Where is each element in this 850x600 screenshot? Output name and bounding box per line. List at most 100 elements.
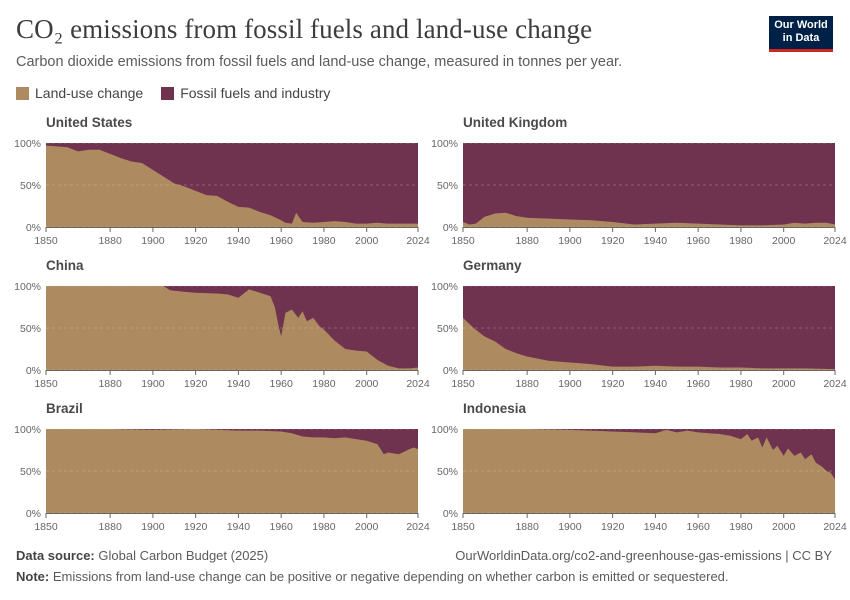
legend-swatch-fossil bbox=[161, 86, 175, 100]
x-tick-united-states-1850: 1850 bbox=[34, 235, 58, 247]
x-tick-united-states-1920: 1920 bbox=[184, 235, 208, 247]
x-tick-united-states-1940: 1940 bbox=[227, 235, 251, 247]
panel-brazil: Brazil 0% 50% 100% 1850 1880 1900 1920 1940 1960 1… bbox=[14, 401, 430, 533]
x-tick-united-states-1980: 1980 bbox=[312, 235, 336, 247]
y-tick-united-states-0: 0% bbox=[26, 222, 41, 234]
x-tick-brazil-2024: 2024 bbox=[406, 521, 430, 533]
area-land-use-united-kingdom bbox=[463, 212, 835, 227]
area-land-use-united-states bbox=[46, 145, 418, 227]
x-tick-indonesia-1900: 1900 bbox=[558, 521, 582, 533]
x-tick-germany-2024: 2024 bbox=[823, 378, 847, 390]
x-tick-united-kingdom-1940: 1940 bbox=[644, 235, 668, 247]
panel-title-united-kingdom: United Kingdom bbox=[463, 115, 567, 130]
x-tick-indonesia-1850: 1850 bbox=[451, 521, 475, 533]
x-tick-united-kingdom-1920: 1920 bbox=[601, 235, 625, 247]
x-tick-brazil-1920: 1920 bbox=[184, 521, 208, 533]
x-tick-germany-1880: 1880 bbox=[515, 378, 539, 390]
logo-line-1: Our World bbox=[774, 19, 828, 31]
x-tick-united-states-1880: 1880 bbox=[98, 235, 122, 247]
x-tick-china-2000: 2000 bbox=[355, 378, 379, 390]
x-tick-united-states-2000: 2000 bbox=[355, 235, 379, 247]
x-tick-united-kingdom-1960: 1960 bbox=[686, 235, 710, 247]
x-tick-united-kingdom-1850: 1850 bbox=[451, 235, 475, 247]
y-tick-china-100: 100% bbox=[14, 281, 41, 293]
panel-title-germany: Germany bbox=[463, 258, 522, 273]
x-tick-united-kingdom-1980: 1980 bbox=[729, 235, 753, 247]
y-tick-china-50: 50% bbox=[20, 323, 41, 335]
footnote: Note: Emissions from land-use change can… bbox=[16, 569, 729, 584]
x-tick-indonesia-1960: 1960 bbox=[686, 521, 710, 533]
x-tick-united-kingdom-2024: 2024 bbox=[823, 235, 847, 247]
legend: Land-use change Fossil fuels and industr… bbox=[16, 85, 348, 101]
y-tick-united-states-50: 50% bbox=[20, 180, 41, 192]
x-tick-china-2024: 2024 bbox=[406, 378, 430, 390]
legend-item-fossil[interactable]: Fossil fuels and industry bbox=[161, 85, 330, 101]
panel-united-kingdom: United Kingdom 0% 50% 100% 1850 1880 1900 1920 1… bbox=[431, 115, 847, 247]
y-tick-united-states-100: 100% bbox=[14, 138, 41, 150]
panel-germany: Germany 0% 50% 100% 1850 1880 1900 1920 1940 1960… bbox=[431, 258, 847, 390]
x-tick-china-1960: 1960 bbox=[269, 378, 293, 390]
x-tick-united-kingdom-1900: 1900 bbox=[558, 235, 582, 247]
note-text: Emissions from land-use change can be po… bbox=[52, 569, 729, 584]
x-tick-united-states-2024: 2024 bbox=[406, 235, 430, 247]
y-tick-brazil-100: 100% bbox=[14, 424, 41, 436]
x-tick-germany-1920: 1920 bbox=[601, 378, 625, 390]
x-tick-brazil-1850: 1850 bbox=[34, 521, 58, 533]
legend-item-land-use[interactable]: Land-use change bbox=[16, 85, 143, 101]
source-url[interactable]: OurWorldinData.org/co2-and-greenhouse-ga… bbox=[455, 548, 832, 563]
x-tick-brazil-1940: 1940 bbox=[227, 521, 251, 533]
x-tick-united-kingdom-2000: 2000 bbox=[772, 235, 796, 247]
y-tick-china-0: 0% bbox=[26, 365, 41, 377]
y-tick-united-kingdom-0: 0% bbox=[443, 222, 458, 234]
x-tick-brazil-1880: 1880 bbox=[98, 521, 122, 533]
data-source: Data source: Global Carbon Budget (2025) bbox=[16, 548, 268, 563]
logo-line-2: in Data bbox=[782, 32, 820, 44]
x-tick-china-1880: 1880 bbox=[98, 378, 122, 390]
x-tick-germany-1850: 1850 bbox=[451, 378, 475, 390]
y-tick-indonesia-50: 50% bbox=[437, 466, 458, 478]
panel-title-brazil: Brazil bbox=[46, 401, 83, 416]
y-tick-indonesia-0: 0% bbox=[443, 508, 458, 520]
x-tick-china-1850: 1850 bbox=[34, 378, 58, 390]
x-tick-china-1920: 1920 bbox=[184, 378, 208, 390]
owid-logo[interactable]: Our World in Data bbox=[769, 16, 833, 52]
legend-label-land-use: Land-use change bbox=[35, 85, 144, 101]
area-fossil-united-kingdom bbox=[463, 143, 835, 227]
panel-title-indonesia: Indonesia bbox=[463, 401, 527, 416]
legend-swatch-land-use bbox=[16, 86, 29, 100]
x-tick-germany-1960: 1960 bbox=[686, 378, 710, 390]
panel-united-states: United States 0% 50% 100% 1850 1880 1900 1920 19… bbox=[14, 115, 430, 247]
y-tick-brazil-0: 0% bbox=[26, 508, 41, 520]
x-tick-indonesia-1940: 1940 bbox=[644, 521, 668, 533]
x-tick-china-1980: 1980 bbox=[312, 378, 336, 390]
x-tick-china-1940: 1940 bbox=[227, 378, 251, 390]
x-tick-germany-1900: 1900 bbox=[558, 378, 582, 390]
x-tick-indonesia-1880: 1880 bbox=[515, 521, 539, 533]
y-tick-germany-50: 50% bbox=[437, 323, 458, 335]
panel-indonesia: Indonesia 0% 50% 100% 1850 1880 1900 1920 1940 19… bbox=[431, 401, 847, 533]
x-tick-brazil-1900: 1900 bbox=[141, 521, 165, 533]
area-land-use-brazil bbox=[46, 429, 418, 513]
legend-label-fossil: Fossil fuels and industry bbox=[180, 85, 331, 101]
area-land-use-germany bbox=[463, 317, 835, 370]
x-tick-germany-1980: 1980 bbox=[729, 378, 753, 390]
x-tick-germany-2000: 2000 bbox=[772, 378, 796, 390]
x-tick-indonesia-1920: 1920 bbox=[601, 521, 625, 533]
x-tick-brazil-1980: 1980 bbox=[312, 521, 336, 533]
data-source-label: Data source: bbox=[16, 548, 95, 563]
area-land-use-china bbox=[46, 286, 418, 370]
x-tick-united-states-1960: 1960 bbox=[269, 235, 293, 247]
x-tick-germany-1940: 1940 bbox=[644, 378, 668, 390]
x-tick-china-1900: 1900 bbox=[141, 378, 165, 390]
data-source-value[interactable]: Global Carbon Budget (2025) bbox=[98, 548, 269, 563]
x-tick-brazil-1960: 1960 bbox=[269, 521, 293, 533]
x-tick-indonesia-1980: 1980 bbox=[729, 521, 753, 533]
panel-title-united-states: United States bbox=[46, 115, 132, 130]
y-tick-brazil-50: 50% bbox=[20, 466, 41, 478]
y-tick-germany-0: 0% bbox=[443, 365, 458, 377]
x-tick-united-states-1900: 1900 bbox=[141, 235, 165, 247]
y-tick-germany-100: 100% bbox=[431, 281, 458, 293]
x-tick-united-kingdom-1880: 1880 bbox=[515, 235, 539, 247]
panel-title-china: China bbox=[46, 258, 84, 273]
